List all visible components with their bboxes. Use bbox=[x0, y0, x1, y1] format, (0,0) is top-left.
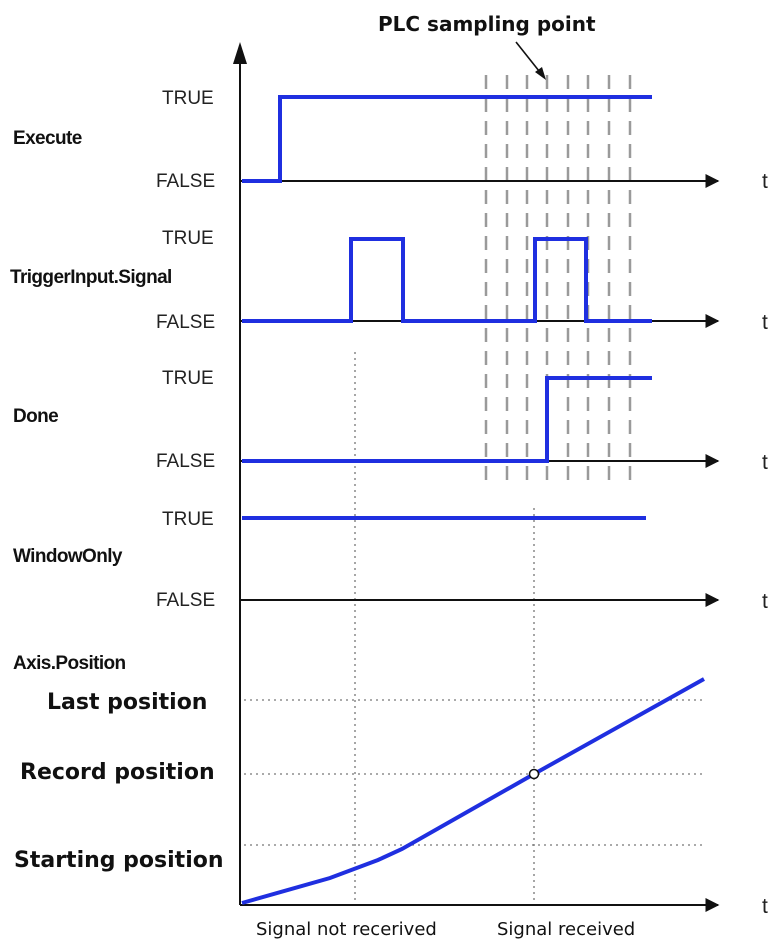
starting-position-label: Starting position bbox=[14, 848, 224, 873]
execute-label: Execute bbox=[13, 128, 82, 149]
record-position-label: Record position bbox=[20, 760, 215, 785]
execute-false-label: FALSE bbox=[156, 171, 215, 192]
signal-received-label: Signal received bbox=[497, 919, 635, 940]
axis-position-label: Axis.Position bbox=[13, 653, 126, 674]
done-true-label: TRUE bbox=[162, 368, 214, 389]
done-label: Done bbox=[13, 406, 58, 427]
done-waveform bbox=[242, 376, 652, 463]
record-position-marker bbox=[528, 768, 540, 780]
sampling-pointer-arrow-icon bbox=[535, 67, 546, 80]
done-false-label: FALSE bbox=[156, 451, 215, 472]
trigger-waveform bbox=[242, 237, 652, 323]
execute-true-label: TRUE bbox=[162, 88, 214, 109]
signal-not-received-label: Signal not recerived bbox=[256, 919, 437, 940]
execute-t-label: t bbox=[762, 170, 768, 193]
window-true-label: TRUE bbox=[162, 509, 214, 530]
window-false-label: FALSE bbox=[156, 590, 215, 611]
trigger-false-label: FALSE bbox=[156, 312, 215, 333]
plc-sampling-label: PLC sampling point bbox=[378, 12, 596, 36]
vertical-axis-arrow-icon bbox=[233, 42, 247, 64]
execute-waveform bbox=[242, 95, 652, 183]
position-t-label: t bbox=[762, 895, 768, 918]
window-t-label: t bbox=[762, 590, 768, 613]
window-label: WindowOnly bbox=[13, 546, 123, 567]
dotted-guides bbox=[244, 352, 705, 905]
plc-sampling-lines bbox=[484, 75, 632, 480]
trigger-t-label: t bbox=[762, 311, 768, 334]
trigger-label: TriggerInput.Signal bbox=[10, 267, 172, 288]
done-t-label: t bbox=[762, 451, 768, 474]
position-curve bbox=[241, 677, 705, 905]
last-position-label: Last position bbox=[47, 690, 207, 715]
trigger-true-label: TRUE bbox=[162, 228, 214, 249]
